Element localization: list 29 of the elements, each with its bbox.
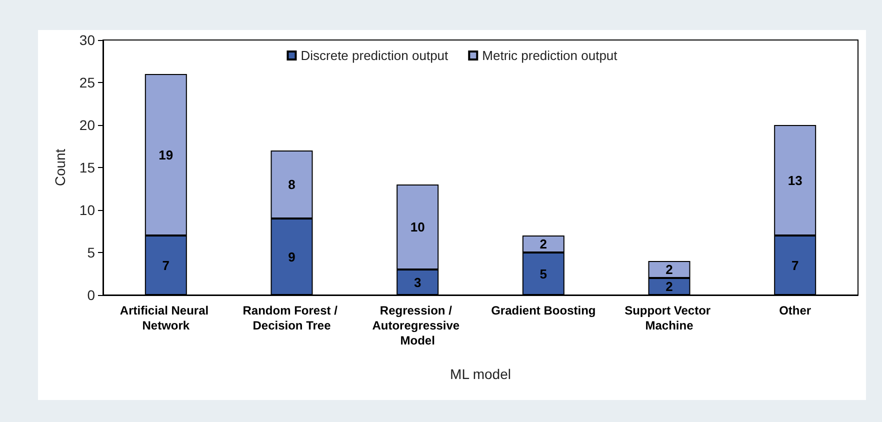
data-label: 19: [158, 147, 174, 162]
x-tick-label: Regression / Autoregressive Model: [372, 304, 463, 348]
x-tick-label: Random Forest / Decision Tree: [242, 304, 341, 332]
y-tick-label: 10: [79, 202, 96, 218]
data-label: 2: [666, 279, 673, 294]
y-tick-label: 15: [79, 160, 96, 176]
y-tick-label: 0: [87, 287, 96, 303]
y-tick-label: 25: [79, 74, 96, 90]
data-label: 10: [410, 220, 425, 234]
x-tick-label: Gradient Boosting: [491, 304, 596, 318]
data-label: 5: [540, 266, 548, 282]
x-tick-label: Other: [779, 304, 812, 318]
y-tick-label: 30: [79, 32, 96, 48]
legend-label: Metric prediction output: [482, 48, 618, 63]
data-label: 9: [288, 249, 296, 264]
data-label: 7: [162, 258, 170, 273]
data-label: 2: [666, 262, 673, 277]
x-axis-title: ML model: [450, 366, 511, 382]
data-label: 3: [414, 274, 422, 290]
data-label: 7: [791, 258, 799, 273]
data-label: 13: [788, 172, 802, 188]
legend-label: Discrete prediction output: [300, 48, 449, 63]
data-label: 2: [540, 236, 548, 252]
y-tick-label: 20: [79, 117, 96, 133]
data-label: 8: [288, 177, 296, 192]
y-axis-title: Count: [52, 148, 68, 186]
x-tick-label: Artificial Neural Network: [120, 304, 212, 332]
x-tick-label: Support Vector Machine: [624, 304, 714, 332]
y-tick-label: 5: [87, 244, 96, 260]
